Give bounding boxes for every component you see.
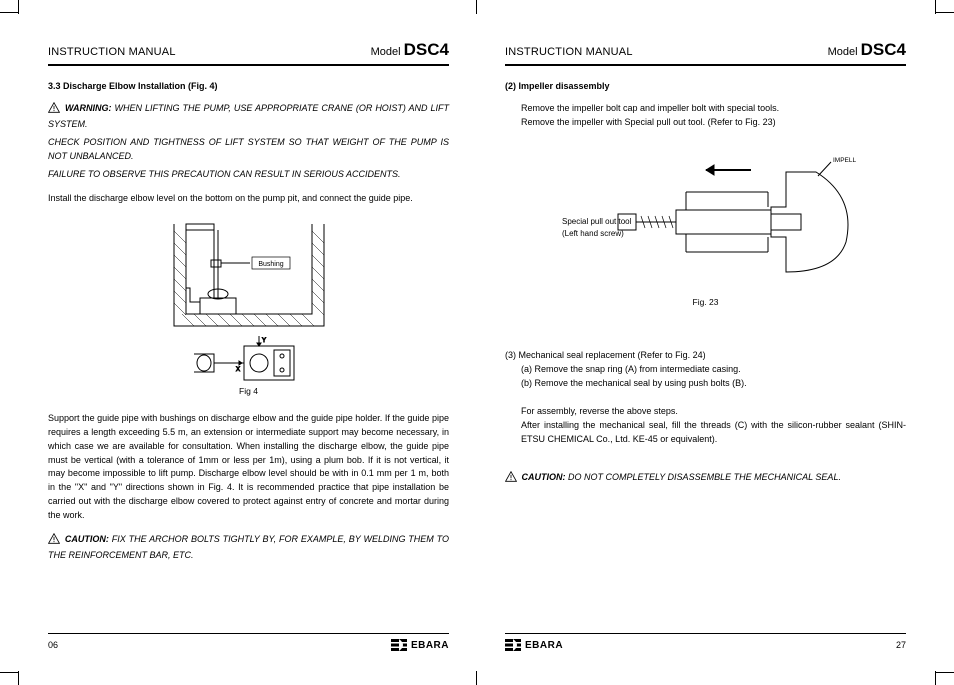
right-body: (2) Impeller disassembly Remove the impe… <box>505 80 906 633</box>
page-number-right: 27 <box>896 640 906 650</box>
impeller-l2: Remove the impeller with Special pull ou… <box>521 116 906 130</box>
warning-line3: FAILURE TO OBSERVE THIS PRECAUTION CAN R… <box>48 168 449 182</box>
warning-block: WARNING: WHEN LIFTING THE PUMP, USE APPR… <box>48 102 449 132</box>
right-page: INSTRUCTION MANUAL Model DSC4 (2) Impell… <box>505 40 906 651</box>
warning-icon <box>48 102 60 118</box>
header-model: Model DSC4 <box>828 40 906 60</box>
fig23-impeller-label: IMPELLER <box>833 157 856 164</box>
svg-text:X: X <box>236 367 240 373</box>
left-page: INSTRUCTION MANUAL Model DSC4 3.3 Discha… <box>48 40 449 651</box>
caution-block: CAUTION: FIX THE ARCHOR BOLTS TIGHTLY BY… <box>48 533 449 563</box>
impeller-title: (2) Impeller disassembly <box>505 80 906 94</box>
fig23-tool-label-2: (Left hand screw) <box>562 229 624 238</box>
caution-icon <box>48 533 60 549</box>
page-number-left: 06 <box>48 640 58 650</box>
fig23-tool-label-1: Special pull out tool <box>562 217 632 226</box>
page-spread: INSTRUCTION MANUAL Model DSC4 3.3 Discha… <box>48 40 906 651</box>
page-header: INSTRUCTION MANUAL Model DSC4 <box>505 40 906 66</box>
brand-logo: EBARA <box>391 639 449 651</box>
svg-text:Y: Y <box>262 338 266 344</box>
sec3-b: (b) Remove the mechanical seal by using … <box>521 377 906 391</box>
install-para: Install the discharge elbow level on the… <box>48 192 449 206</box>
warning-line2: CHECK POSITION AND TIGHTNESS OF LIFT SYS… <box>48 136 449 164</box>
brand-logo: EBARA <box>505 639 563 651</box>
figure-23: IMPELLER Special pull out tool (Left han… <box>505 152 906 309</box>
left-body: 3.3 Discharge Elbow Installation (Fig. 4… <box>48 80 449 633</box>
header-model: Model DSC4 <box>371 40 449 60</box>
header-title: INSTRUCTION MANUAL <box>48 46 176 58</box>
left-footer: 06 EBARA <box>48 633 449 651</box>
fig4-caption: Fig 4 <box>48 385 449 398</box>
support-para: Support the guide pipe with bushings on … <box>48 412 449 524</box>
assembly2: After installing the mechanical seal, fi… <box>521 419 906 447</box>
impeller-l1: Remove the impeller bolt cap and impelle… <box>521 102 906 116</box>
right-caution: CAUTION: DO NOT COMPLETELY DISASSEMBLE T… <box>505 471 906 487</box>
right-footer: EBARA 27 <box>505 633 906 651</box>
sec3-title: (3) Mechanical seal replacement (Refer t… <box>505 349 906 363</box>
section-title: 3.3 Discharge Elbow Installation (Fig. 4… <box>48 80 449 94</box>
fig4-bushing-label: Bushing <box>258 261 283 268</box>
fig23-caption: Fig. 23 <box>505 296 906 309</box>
figure-4: Bushing X <box>48 216 449 398</box>
header-title: INSTRUCTION MANUAL <box>505 46 633 58</box>
caution-icon <box>505 471 517 487</box>
page-header: INSTRUCTION MANUAL Model DSC4 <box>48 40 449 66</box>
assembly1: For assembly, reverse the above steps. <box>521 405 906 419</box>
sec3-a: (a) Remove the snap ring (A) from interm… <box>521 363 906 377</box>
